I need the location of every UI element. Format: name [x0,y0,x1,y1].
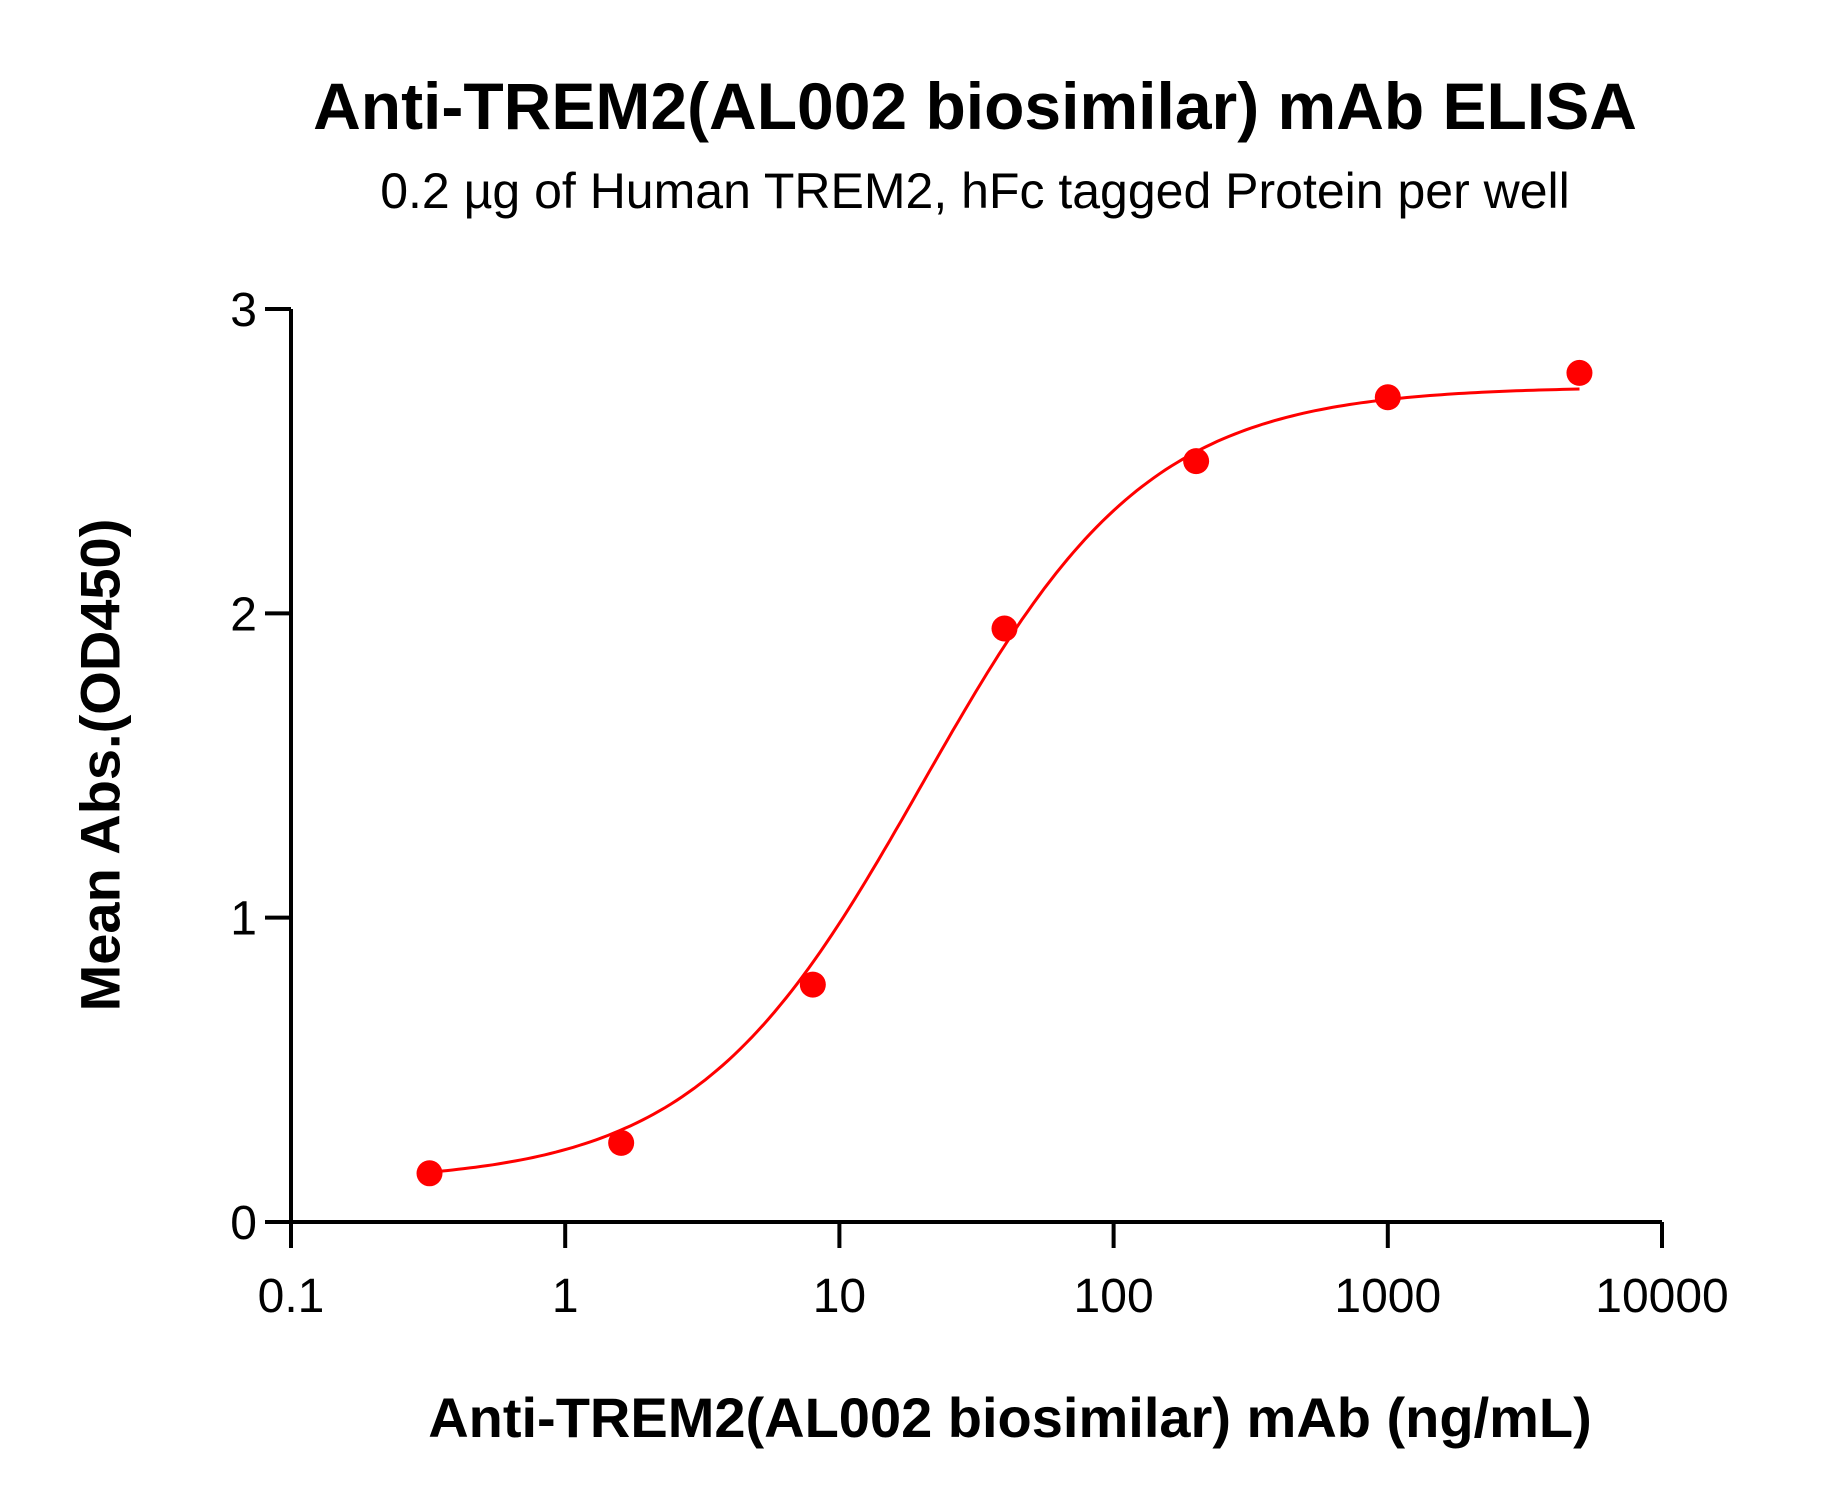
y-tick-label: 1 [230,893,257,946]
x-tick-label: 10 [813,1270,866,1323]
data-point [991,615,1018,642]
data-point [799,971,826,998]
x-tick-label: 1 [552,1270,579,1323]
x-tick-label: 10000 [1595,1270,1728,1323]
data-point [1566,359,1593,386]
chart-title: Anti-TREM2(AL002 biosimilar) mAb ELISA [313,69,1637,143]
data-point [416,1160,443,1187]
y-tick-label: 0 [230,1197,257,1250]
chart-subtitle: 0.2 µg of Human TREM2, hFc tagged Protei… [380,163,1570,219]
y-tick-label: 3 [230,284,257,337]
x-tick-label: 0.1 [258,1270,325,1323]
x-axis-label: Anti-TREM2(AL002 biosimilar) mAb (ng/mL) [428,1386,1592,1449]
y-tick-label: 2 [230,588,257,641]
data-point [1374,384,1401,411]
data-point [1183,448,1210,475]
data-point [608,1129,635,1156]
x-tick-label: 100 [1074,1270,1154,1323]
x-tick-label: 1000 [1334,1270,1441,1323]
fit-curve [429,387,1580,1174]
